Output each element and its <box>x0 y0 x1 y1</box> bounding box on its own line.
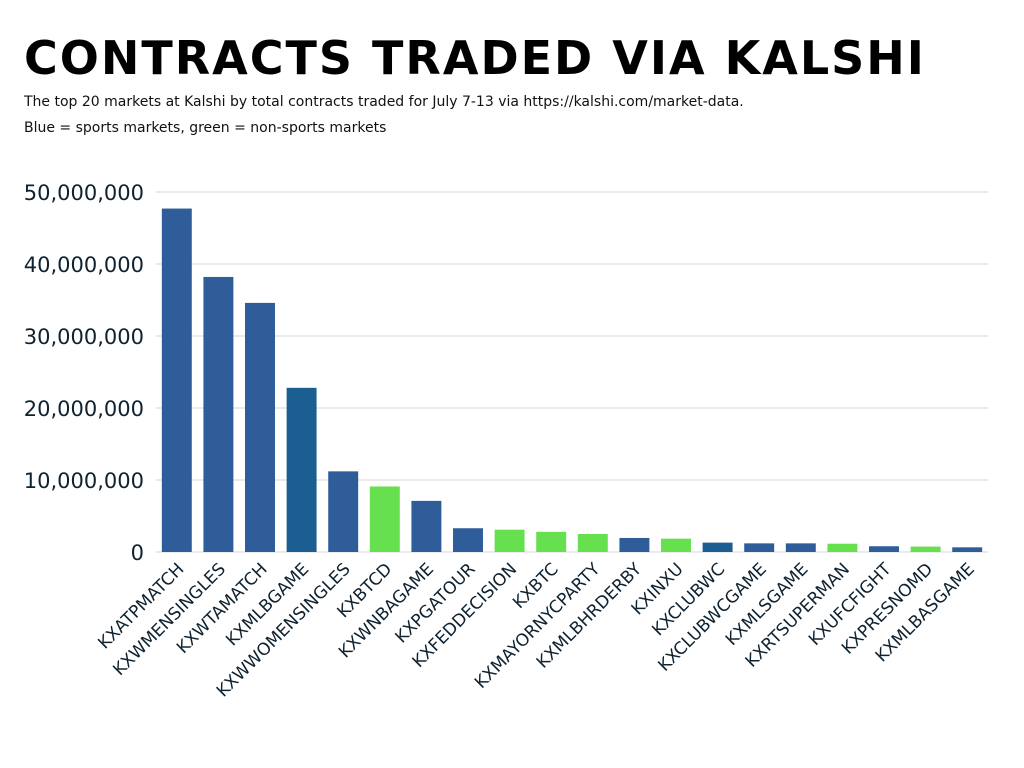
chart-title: CONTRACTS TRADED VIA KALSHI <box>24 31 926 85</box>
bar-kxwmensingles <box>203 276 234 552</box>
bars <box>161 208 983 552</box>
y-tick-label: 30,000,000 <box>24 325 144 349</box>
bar-kxinxu <box>661 538 691 552</box>
bar-kxmlsgame <box>785 543 816 552</box>
bar-kxclubwcgame <box>744 543 775 552</box>
bar-kxwwomensingles <box>328 471 359 552</box>
bar-kxwnbagame <box>411 500 442 552</box>
y-tick-label: 50,000,000 <box>24 181 144 205</box>
bar-kxmlbhrderby <box>619 537 650 552</box>
x-axis-labels: KXATPMATCHKXWMENSINGLESKXWTAMATCHKXMLBGA… <box>94 559 978 701</box>
bar-kxrtsuperman <box>827 543 858 552</box>
y-axis-ticks: 0 10,000,000 20,000,000 30,000,000 40,000,00… <box>24 181 144 565</box>
y-tick-label: 0 <box>131 541 144 565</box>
bar-kxatpmatch <box>161 208 192 552</box>
chart-color-note: Blue = sports markets, green = non-sport… <box>24 120 387 136</box>
bar-kxmlbgame <box>286 387 317 552</box>
gridlines <box>156 191 988 553</box>
chart-subtitle: The top 20 markets at Kalshi by total co… <box>24 94 744 110</box>
bar-kxpgatour <box>453 528 483 552</box>
bar-kxpresnomd <box>910 546 941 552</box>
bar-kxfeddecision <box>494 529 525 552</box>
bar-kxmlbasgame <box>952 547 983 552</box>
y-tick-label: 20,000,000 <box>24 397 144 421</box>
bar-kxclubwc <box>702 542 733 552</box>
bar-kxufcfight <box>869 546 899 552</box>
bar-kxbtcd <box>369 486 400 552</box>
bar-kxmayornycparty <box>577 534 608 552</box>
bar-kxbtc <box>536 531 567 552</box>
bar-kxwtamatch <box>245 302 275 552</box>
y-tick-label: 10,000,000 <box>24 469 144 493</box>
y-tick-label: 40,000,000 <box>24 253 144 277</box>
